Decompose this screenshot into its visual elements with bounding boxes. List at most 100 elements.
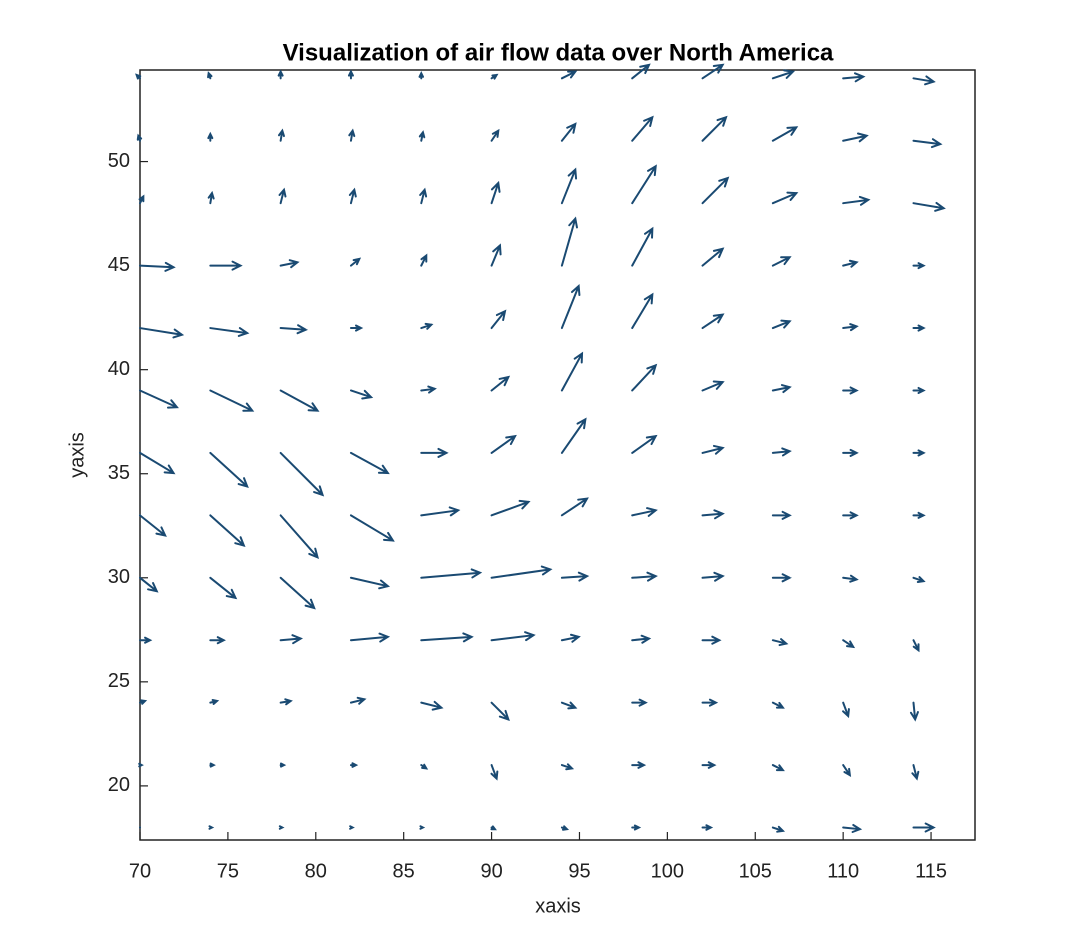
arrow — [139, 389, 179, 409]
arrow — [912, 138, 943, 149]
arrow — [701, 824, 714, 831]
arrow — [842, 823, 863, 833]
arrow — [490, 180, 501, 205]
arrow — [701, 509, 725, 520]
arrow — [560, 122, 577, 142]
arrow — [490, 631, 536, 642]
arrow — [349, 762, 359, 768]
y-tick-label: 45 — [108, 254, 130, 276]
arrow — [631, 292, 654, 330]
arrow — [490, 243, 502, 267]
arrow — [209, 576, 238, 600]
arrow — [701, 635, 722, 645]
arrow — [139, 699, 148, 705]
arrow — [209, 327, 250, 337]
arrow — [912, 75, 936, 86]
arrow — [349, 632, 391, 643]
x-tick-label: 95 — [568, 860, 590, 882]
arrow — [209, 636, 226, 645]
x-tick-label: 75 — [217, 860, 239, 882]
x-tick-label: 115 — [915, 860, 947, 882]
arrow — [912, 511, 926, 519]
arrow — [701, 313, 725, 330]
arrow — [842, 132, 869, 143]
arrow — [560, 701, 578, 710]
arrow — [279, 389, 320, 412]
arrow — [771, 191, 799, 205]
arrow — [348, 128, 356, 142]
arrow — [560, 571, 590, 582]
arrow — [349, 825, 355, 830]
arrow — [490, 128, 500, 142]
arrow — [560, 167, 578, 205]
chart-title: Visualization of air flow data over Nort… — [283, 39, 834, 66]
arrow — [490, 375, 511, 392]
arrow — [560, 763, 575, 771]
arrow — [207, 71, 213, 80]
x-tick-label: 105 — [739, 860, 772, 882]
arrow — [138, 194, 145, 205]
arrow — [631, 164, 657, 205]
y-tick-label: 40 — [108, 358, 130, 380]
arrow — [842, 764, 852, 778]
arrow — [349, 389, 374, 400]
arrow — [139, 636, 153, 644]
arrow — [771, 764, 785, 772]
x-tick-label: 110 — [827, 860, 859, 882]
arrow — [912, 262, 926, 270]
arrow — [560, 417, 587, 454]
arrow — [209, 260, 243, 271]
arrow — [490, 309, 507, 330]
arrow — [771, 573, 792, 583]
arrow — [279, 634, 303, 645]
arrow — [209, 451, 249, 488]
arrow — [420, 763, 429, 770]
arrow — [420, 700, 444, 711]
arrow — [277, 128, 285, 142]
arrow — [912, 449, 926, 457]
x-tick-label: 85 — [393, 860, 415, 882]
arrow — [347, 69, 354, 80]
arrow — [912, 386, 926, 394]
arrow — [349, 324, 364, 332]
arrow — [631, 226, 654, 267]
arrow — [349, 257, 362, 267]
x-tick-label: 100 — [651, 860, 684, 882]
arrow — [139, 576, 159, 593]
arrow — [490, 764, 499, 781]
arrow — [420, 385, 437, 394]
arrow — [631, 363, 658, 392]
arrow — [701, 247, 725, 267]
arrow — [560, 633, 581, 643]
arrow — [631, 115, 654, 142]
arrow — [701, 115, 728, 142]
arrow — [771, 126, 799, 142]
arrow — [701, 698, 719, 707]
arrow — [490, 701, 510, 722]
arrow — [912, 324, 926, 332]
arrow — [490, 499, 531, 517]
arrow — [420, 322, 434, 330]
arrow — [771, 319, 792, 330]
arrow — [209, 698, 220, 705]
arrow — [490, 434, 517, 454]
arrow — [278, 187, 287, 205]
y-tick-label: 30 — [108, 566, 130, 588]
arrow — [701, 444, 725, 455]
arrow — [842, 511, 859, 520]
arrow — [560, 216, 578, 267]
x-axis-label: xaxis — [535, 895, 581, 917]
arrow — [771, 384, 792, 394]
x-tick-label: 70 — [129, 860, 151, 882]
arrow — [420, 447, 449, 458]
arrow — [701, 571, 725, 582]
arrow — [348, 187, 357, 205]
arrow — [912, 639, 920, 653]
arrow — [631, 63, 651, 80]
arrow — [701, 63, 725, 80]
arrow — [842, 259, 859, 268]
arrow — [631, 761, 647, 769]
arrow — [418, 71, 425, 80]
arrow — [420, 632, 474, 643]
